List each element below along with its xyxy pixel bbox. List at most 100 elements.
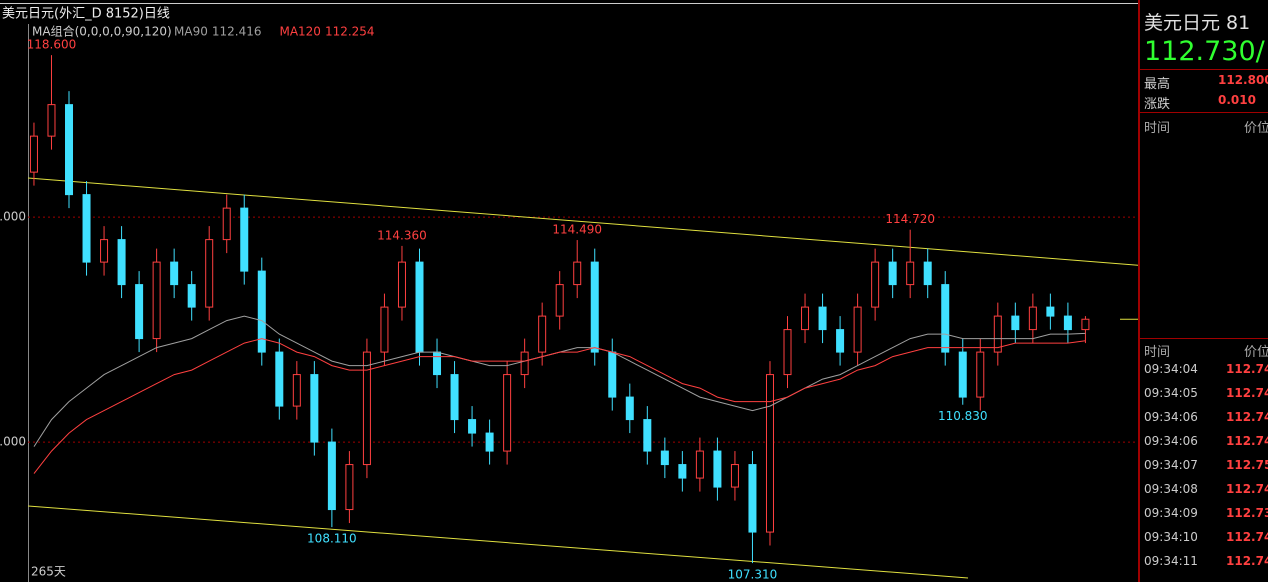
stat-label: 最高 bbox=[1144, 77, 1171, 92]
tick-time: 09:34:04 bbox=[1144, 362, 1198, 376]
tick-time: 09:34:09 bbox=[1144, 506, 1198, 520]
tick-price: 112.740 bbox=[1226, 410, 1268, 424]
tick-price: 112.740 bbox=[1226, 530, 1268, 544]
tick-price: 112.740 bbox=[1226, 482, 1268, 496]
candle-body bbox=[871, 261, 880, 308]
tick-price: 112.740 bbox=[1226, 554, 1268, 568]
candle-body bbox=[976, 351, 985, 398]
candle-body bbox=[468, 419, 477, 434]
candle-body bbox=[380, 306, 389, 353]
extreme-label: 114.490 bbox=[552, 223, 602, 237]
header-time: 时间 bbox=[1144, 345, 1171, 360]
y-tick-label: 110.000 bbox=[0, 435, 26, 449]
tick-row: 09:34:08 112.740 bbox=[1144, 482, 1268, 496]
candle-body bbox=[836, 329, 845, 353]
stat-value: 112.800 bbox=[1218, 73, 1268, 87]
candle-body bbox=[748, 464, 757, 533]
tick-price: 112.740 bbox=[1226, 362, 1268, 376]
legend-value: 112.416 bbox=[212, 25, 262, 39]
candle-body bbox=[205, 239, 214, 308]
header-price: 价位 bbox=[1244, 121, 1268, 136]
period-label: 265天 bbox=[31, 565, 66, 579]
header-time: 时间 bbox=[1144, 121, 1171, 136]
candle-body bbox=[993, 315, 1002, 353]
candle-body bbox=[485, 432, 494, 452]
candle-body bbox=[608, 351, 617, 398]
candle-body bbox=[65, 104, 74, 196]
candle-body bbox=[888, 261, 897, 286]
candle-body bbox=[503, 374, 512, 452]
tick-row: 09:34:11 112.740 bbox=[1144, 554, 1268, 568]
chart-title: 美元日元(外汇_D 8152)日线 bbox=[2, 7, 170, 22]
tick-time: 09:34:06 bbox=[1144, 434, 1198, 448]
candle-body bbox=[257, 270, 266, 353]
legend-value: 112.254 bbox=[325, 25, 375, 39]
candle-body bbox=[1011, 315, 1020, 331]
candle-body bbox=[695, 450, 704, 479]
tick-time: 09:34:06 bbox=[1144, 410, 1198, 424]
candle-body bbox=[1081, 318, 1090, 331]
candle-body bbox=[906, 261, 915, 286]
candle-body bbox=[765, 374, 774, 533]
tick-time: 09:34:07 bbox=[1144, 458, 1198, 472]
candle-body bbox=[222, 207, 231, 241]
tick-row: 09:34:10 112.740 bbox=[1144, 530, 1268, 544]
candle-body bbox=[783, 329, 792, 376]
legend-name: MA120 bbox=[279, 25, 320, 39]
candle-body bbox=[923, 261, 932, 286]
candle-body bbox=[310, 374, 319, 443]
candle-body bbox=[47, 104, 56, 137]
tick-price: 112.740 bbox=[1226, 386, 1268, 400]
candle-body bbox=[713, 450, 722, 488]
stat-row: 最高 112.800 bbox=[1144, 73, 1268, 92]
tick-time: 09:34:05 bbox=[1144, 386, 1198, 400]
tick-row: 09:34:06 112.740 bbox=[1144, 434, 1268, 448]
candle-body bbox=[117, 239, 126, 286]
candle-body bbox=[730, 464, 739, 488]
candle-body bbox=[345, 464, 354, 511]
chart: 美元日元(外汇_D 8152)日线 MA组合(0,0,0,0,90,120) 2… bbox=[0, 3, 1138, 582]
ma-group: MA组合(0,0,0,0,90,120) bbox=[32, 24, 172, 39]
tick-time: 09:34:10 bbox=[1144, 530, 1198, 544]
candle-body bbox=[590, 261, 599, 353]
candle-body bbox=[450, 374, 459, 421]
header-price: 价位 bbox=[1244, 345, 1268, 360]
extreme-label: 110.830 bbox=[938, 409, 988, 423]
candle-body bbox=[958, 351, 967, 398]
tick-time: 09:34:08 bbox=[1144, 482, 1198, 496]
extreme-label: 118.600 bbox=[27, 38, 77, 52]
candle-body bbox=[187, 284, 196, 308]
candle-body bbox=[555, 284, 564, 317]
candle-body bbox=[397, 261, 406, 308]
candle-body bbox=[818, 306, 827, 331]
candle-body bbox=[152, 261, 161, 340]
extreme-label: 114.360 bbox=[377, 228, 427, 242]
tick-price: 112.740 bbox=[1226, 434, 1268, 448]
ma-line bbox=[33, 315, 1086, 447]
candle-body bbox=[625, 396, 634, 421]
candle-body bbox=[362, 351, 371, 466]
tick-row: 09:34:04 112.740 bbox=[1144, 362, 1268, 376]
candle-body bbox=[801, 306, 810, 331]
trend-line bbox=[28, 505, 969, 579]
candle-body bbox=[538, 315, 547, 353]
candle-body bbox=[520, 351, 529, 376]
tick-row: 09:34:06 112.740 bbox=[1144, 410, 1268, 424]
tick-row: 09:34:05 112.740 bbox=[1144, 386, 1268, 400]
extreme-label: 107.310 bbox=[728, 568, 778, 582]
quote-panel: 美元日元 81 112.730/ 时间 价位 时间 价位 最高 112.800 涨跌 0.… bbox=[1138, 0, 1268, 582]
tick-price: 112.730 bbox=[1226, 506, 1268, 520]
header-row: 时间 价位 bbox=[1144, 341, 1268, 360]
tick-row: 09:34:07 112.750 bbox=[1144, 458, 1268, 472]
candle-body bbox=[29, 135, 38, 173]
quote-price: 112.730/ bbox=[1144, 36, 1265, 67]
candle-body bbox=[82, 194, 91, 263]
candle-body bbox=[433, 351, 442, 376]
tick-price: 112.750 bbox=[1226, 458, 1268, 472]
candle-body bbox=[660, 450, 669, 466]
header-row: 时间 价位 bbox=[1144, 117, 1268, 136]
extreme-label: 108.110 bbox=[307, 532, 357, 546]
extreme-label: 114.720 bbox=[885, 212, 935, 226]
candle-body bbox=[1063, 315, 1072, 331]
